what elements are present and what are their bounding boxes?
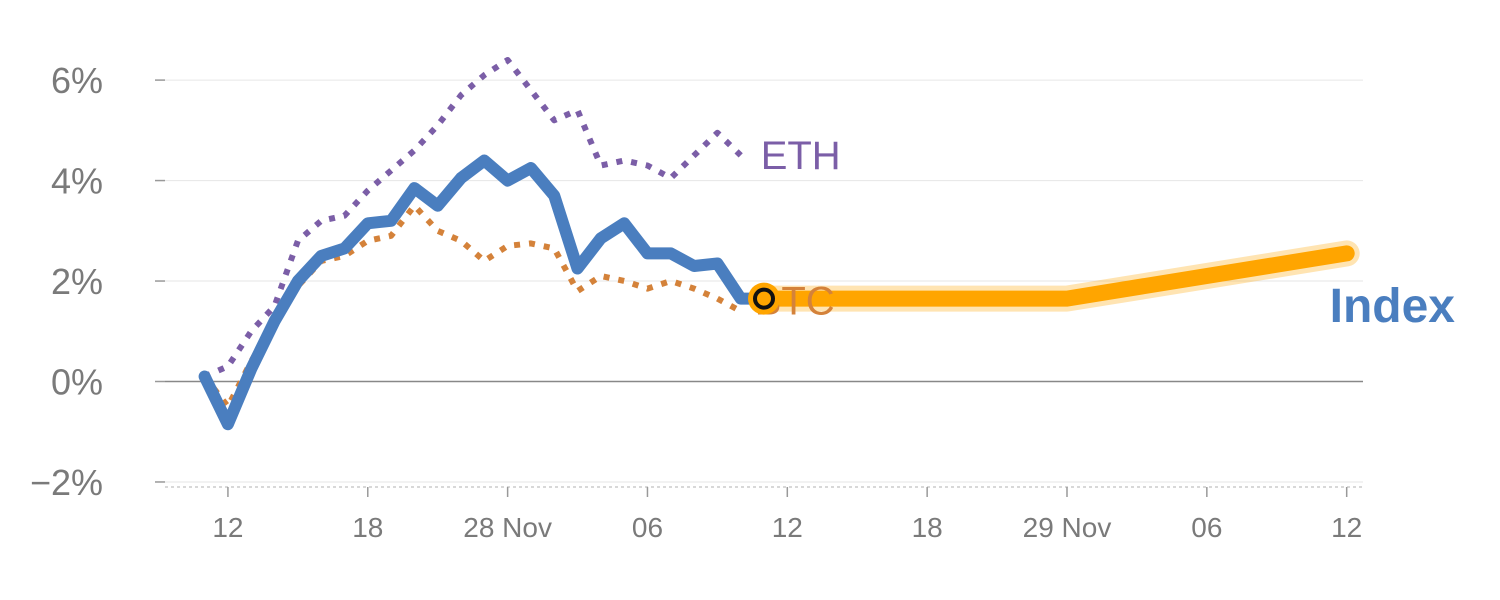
y-tick-label: 0% bbox=[51, 362, 103, 403]
grid-lines bbox=[165, 79, 1363, 483]
y-tick-label: 2% bbox=[51, 261, 103, 302]
series-line-index-projection bbox=[756, 245, 1355, 307]
y-axis: 6% 4% 2% 0% −2% bbox=[30, 60, 165, 503]
series-label-eth: ETH bbox=[761, 134, 841, 178]
y-tick-label: −2% bbox=[30, 462, 103, 503]
series-label-index: Index bbox=[1330, 280, 1456, 333]
current-point-marker bbox=[748, 282, 780, 315]
x-axis: 12 18 28 Nov 06 12 18 29 Nov 06 12 bbox=[165, 486, 1363, 543]
x-tick-label: 12 bbox=[772, 512, 803, 543]
x-tick-label: 18 bbox=[352, 512, 383, 543]
series-line-eth bbox=[203, 57, 743, 380]
x-tick-label: 06 bbox=[632, 512, 663, 543]
series-lines bbox=[198, 57, 1360, 431]
y-tick-label: 6% bbox=[51, 60, 103, 101]
series-line-index bbox=[198, 154, 770, 431]
x-tick-label: 06 bbox=[1191, 512, 1222, 543]
x-tick-label: 18 bbox=[912, 512, 943, 543]
x-tick-label: 12 bbox=[212, 512, 243, 543]
current-point-marker-ring bbox=[753, 287, 775, 310]
x-tick-label: 12 bbox=[1331, 512, 1362, 543]
x-tick-label: 29 Nov bbox=[1023, 512, 1112, 543]
y-tick-label: 4% bbox=[51, 161, 103, 202]
x-tick-label: 28 Nov bbox=[463, 512, 552, 543]
